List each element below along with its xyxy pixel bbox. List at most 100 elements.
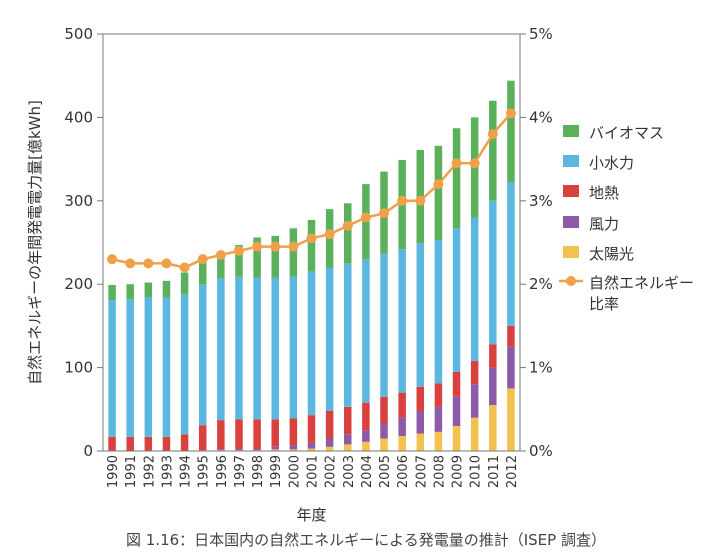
bar-segment xyxy=(344,444,352,451)
bar-segment xyxy=(416,433,425,451)
ratio-point xyxy=(487,129,498,140)
ratio-point xyxy=(505,108,516,119)
ratio-point xyxy=(469,158,480,169)
y-tick-label: 0 xyxy=(83,442,93,460)
y-tick-label: 100 xyxy=(64,359,93,377)
ratio-point xyxy=(379,208,390,219)
bar-segment xyxy=(380,253,388,397)
bar-segment xyxy=(108,436,116,451)
bar-segment xyxy=(380,396,388,424)
bar-segment xyxy=(271,235,279,278)
legend-swatch xyxy=(563,246,579,258)
ratio-point xyxy=(306,233,317,244)
legend-swatch xyxy=(563,155,579,167)
bar-segment xyxy=(362,402,370,431)
x-tick-label: 2006 xyxy=(396,455,411,488)
bar-segment xyxy=(507,346,515,389)
bar-segment xyxy=(507,388,515,451)
bar-segment xyxy=(344,434,352,445)
bar-segment xyxy=(162,436,171,451)
bar-segment xyxy=(489,100,497,201)
bar-segment xyxy=(144,282,153,298)
bar-segment xyxy=(344,203,352,264)
bar-segment xyxy=(380,423,388,439)
bar-segment xyxy=(180,434,189,451)
legend-swatch xyxy=(563,125,579,137)
y2-tick-label: 0% xyxy=(529,442,553,460)
bar-segment xyxy=(126,436,134,451)
y2-tick-label: 3% xyxy=(529,192,553,210)
ratio-point xyxy=(415,195,426,206)
y-axis-label: 自然エネルギーの年間発電電力量[億kWh] xyxy=(26,100,44,385)
ratio-point xyxy=(161,258,172,269)
bar-segment xyxy=(144,436,153,451)
x-axis-ticks: 1990 1991 1992 1993 1994 1995 1996 1997 1998 1999… xyxy=(106,455,520,488)
bar-segment xyxy=(362,430,370,442)
bar-segment xyxy=(398,392,406,418)
ratio-point xyxy=(233,245,244,256)
ratio-point xyxy=(433,179,444,190)
bar-segment xyxy=(380,438,388,451)
x-tick-label: 1994 xyxy=(179,455,194,488)
x-tick-label: 2007 xyxy=(414,455,429,488)
bar-segment xyxy=(217,253,225,279)
bar-segment xyxy=(253,419,261,449)
x-axis-label: 年度 xyxy=(296,506,326,524)
bar-segment xyxy=(108,300,116,437)
x-tick-label: 1993 xyxy=(160,455,175,488)
bar-segment xyxy=(289,228,298,277)
bar-segment xyxy=(235,245,243,277)
y-tick-label: 200 xyxy=(64,275,93,293)
x-tick-label: 1995 xyxy=(197,455,212,488)
x-tick-label: 2008 xyxy=(432,455,447,488)
bar-segment xyxy=(180,272,189,295)
x-tick-label: 2010 xyxy=(469,455,484,488)
bar-segment xyxy=(398,435,406,451)
x-tick-label: 2003 xyxy=(342,455,357,488)
bar-segment xyxy=(470,217,479,361)
bar-segment xyxy=(362,441,370,451)
bar-segment xyxy=(325,410,334,439)
bar-segment xyxy=(307,442,316,449)
ratio-point xyxy=(288,241,299,252)
bar-segment xyxy=(452,371,461,397)
figure-caption: 図 1.16：日本国内の自然エネルギーによる発電量の推計（ISEP 調査） xyxy=(126,531,606,549)
bar-segment xyxy=(253,448,261,451)
bar-segment xyxy=(307,271,316,416)
bar-segment xyxy=(235,448,243,451)
ratio-point xyxy=(215,250,226,261)
bar-segment xyxy=(344,263,352,407)
bar-segment xyxy=(289,449,298,451)
legend-label: 太陽光 xyxy=(589,245,634,263)
bar-segment xyxy=(162,280,171,298)
ratio-point xyxy=(342,220,353,231)
y2-tick-label: 1% xyxy=(529,359,553,377)
x-tick-label: 1997 xyxy=(233,455,248,488)
bar-segment xyxy=(235,419,243,449)
legend-label: 自然エネルギー xyxy=(589,274,694,292)
bar-segment xyxy=(344,406,352,435)
bar-segment xyxy=(452,128,461,229)
legend-label: バイオマス xyxy=(589,124,664,142)
bar-segment xyxy=(507,182,515,326)
y2-tick-label: 4% xyxy=(529,108,553,126)
y-axis-ticks: 0 100 200 300 400 500 xyxy=(64,25,103,460)
bar-segment xyxy=(126,299,134,437)
bar-segment xyxy=(289,418,298,446)
x-tick-label: 1990 xyxy=(106,455,121,488)
bar-segment xyxy=(489,367,497,406)
bar-segment xyxy=(398,249,406,393)
ratio-point xyxy=(360,212,371,223)
bar-segment xyxy=(271,449,279,451)
bar-segment xyxy=(144,297,153,437)
ratio-point xyxy=(179,262,190,273)
x-tick-label: 1999 xyxy=(269,455,284,488)
x-tick-label: 1996 xyxy=(215,455,230,488)
ratio-point xyxy=(270,241,281,252)
bar-segment xyxy=(507,325,515,347)
bar-segment xyxy=(470,360,479,385)
bar-segment xyxy=(434,383,443,407)
legend-marker xyxy=(566,276,576,286)
